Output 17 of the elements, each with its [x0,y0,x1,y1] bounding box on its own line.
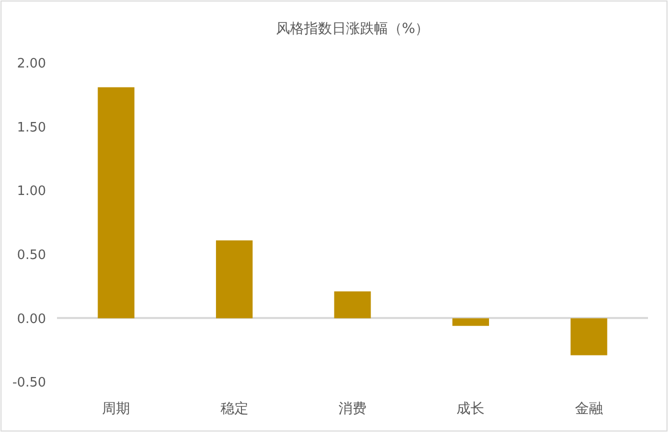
y-tick-label: 1.50 [17,120,46,136]
bar [452,318,490,326]
y-tick-label: 0.00 [17,312,46,327]
x-tick-label: 消费 [338,401,366,417]
x-tick-label: 周期 [102,401,130,417]
chart-title: 风格指数日涨跌幅（%） [276,20,430,37]
bar [98,87,134,318]
bar [216,240,253,318]
y-tick-label: 1.00 [17,184,46,200]
x-tick-label: 金融 [574,401,603,417]
y-tick-label: 0.50 [17,248,46,263]
x-tick-label: 稳定 [220,401,248,417]
bar [570,318,608,356]
y-tick-label: -0.50 [12,376,46,391]
x-tick-label: 成长 [456,401,485,417]
bar [334,291,371,318]
y-tick-label: 2.00 [17,56,46,72]
